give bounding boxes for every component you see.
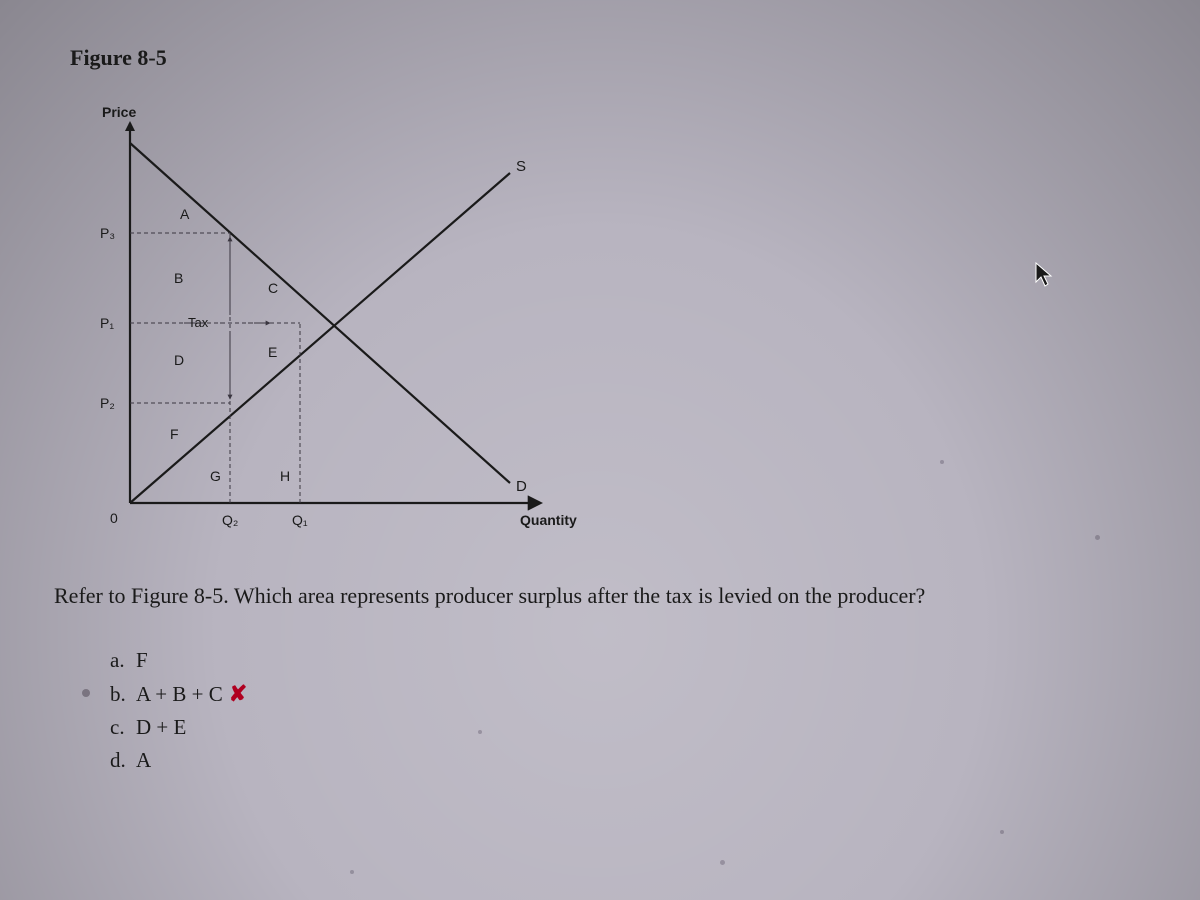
answer-letter: a. (110, 648, 136, 673)
answer-text: D + E (136, 715, 186, 739)
svg-text:P₂: P₂ (100, 395, 115, 411)
answer-text: A (136, 748, 151, 772)
svg-text:Price: Price (102, 104, 136, 120)
svg-text:Q₂: Q₂ (222, 512, 238, 528)
svg-text:C: C (268, 280, 278, 296)
answer-list: a.Fb.A + B + C✘c.D + Ed.A (110, 648, 1170, 773)
answer-text: A + B + C (136, 682, 223, 706)
svg-text:0: 0 (110, 510, 118, 526)
svg-text:Quantity: Quantity (520, 512, 577, 528)
svg-text:P₁: P₁ (100, 315, 114, 331)
answer-letter: c. (110, 715, 136, 740)
selected-indicator-icon (82, 689, 90, 697)
answer-choice-b[interactable]: b.A + B + C✘ (110, 681, 1170, 707)
svg-text:D: D (516, 478, 527, 495)
svg-text:S: S (516, 158, 526, 175)
answer-letter: d. (110, 748, 136, 773)
supply-demand-chart-svg: Price Quantity 0 S D P₃ P₁ P₂ Q₂ Q₁ Tax A B C D E F G H (70, 83, 590, 543)
svg-text:Q₁: Q₁ (292, 512, 308, 528)
wrong-mark-icon: ✘ (229, 681, 247, 706)
answer-choice-c[interactable]: c.D + E (110, 715, 1170, 740)
svg-text:Tax: Tax (188, 315, 209, 330)
answer-choice-d[interactable]: d.A (110, 748, 1170, 773)
svg-text:A: A (180, 206, 190, 222)
svg-text:P₃: P₃ (100, 225, 115, 241)
svg-text:G: G (210, 468, 221, 484)
figure-8-5-chart: Price Quantity 0 S D P₃ P₁ P₂ Q₂ Q₁ Tax A B C D E F G H (70, 83, 590, 543)
figure-title: Figure 8-5 (70, 45, 1170, 71)
svg-text:B: B (174, 270, 183, 286)
question-page: Figure 8-5 Price Quantity 0 S D P₃ P₁ P₂ Q₂ Q₁ Tax… (0, 0, 1200, 811)
svg-text:F: F (170, 426, 179, 442)
svg-text:H: H (280, 468, 290, 484)
svg-text:D: D (174, 352, 184, 368)
answer-letter: b. (110, 682, 136, 707)
svg-text:E: E (268, 344, 277, 360)
answer-choice-a[interactable]: a.F (110, 648, 1170, 673)
question-text: Refer to Figure 8-5. Which area represen… (54, 581, 1146, 612)
answer-text: F (136, 648, 148, 672)
